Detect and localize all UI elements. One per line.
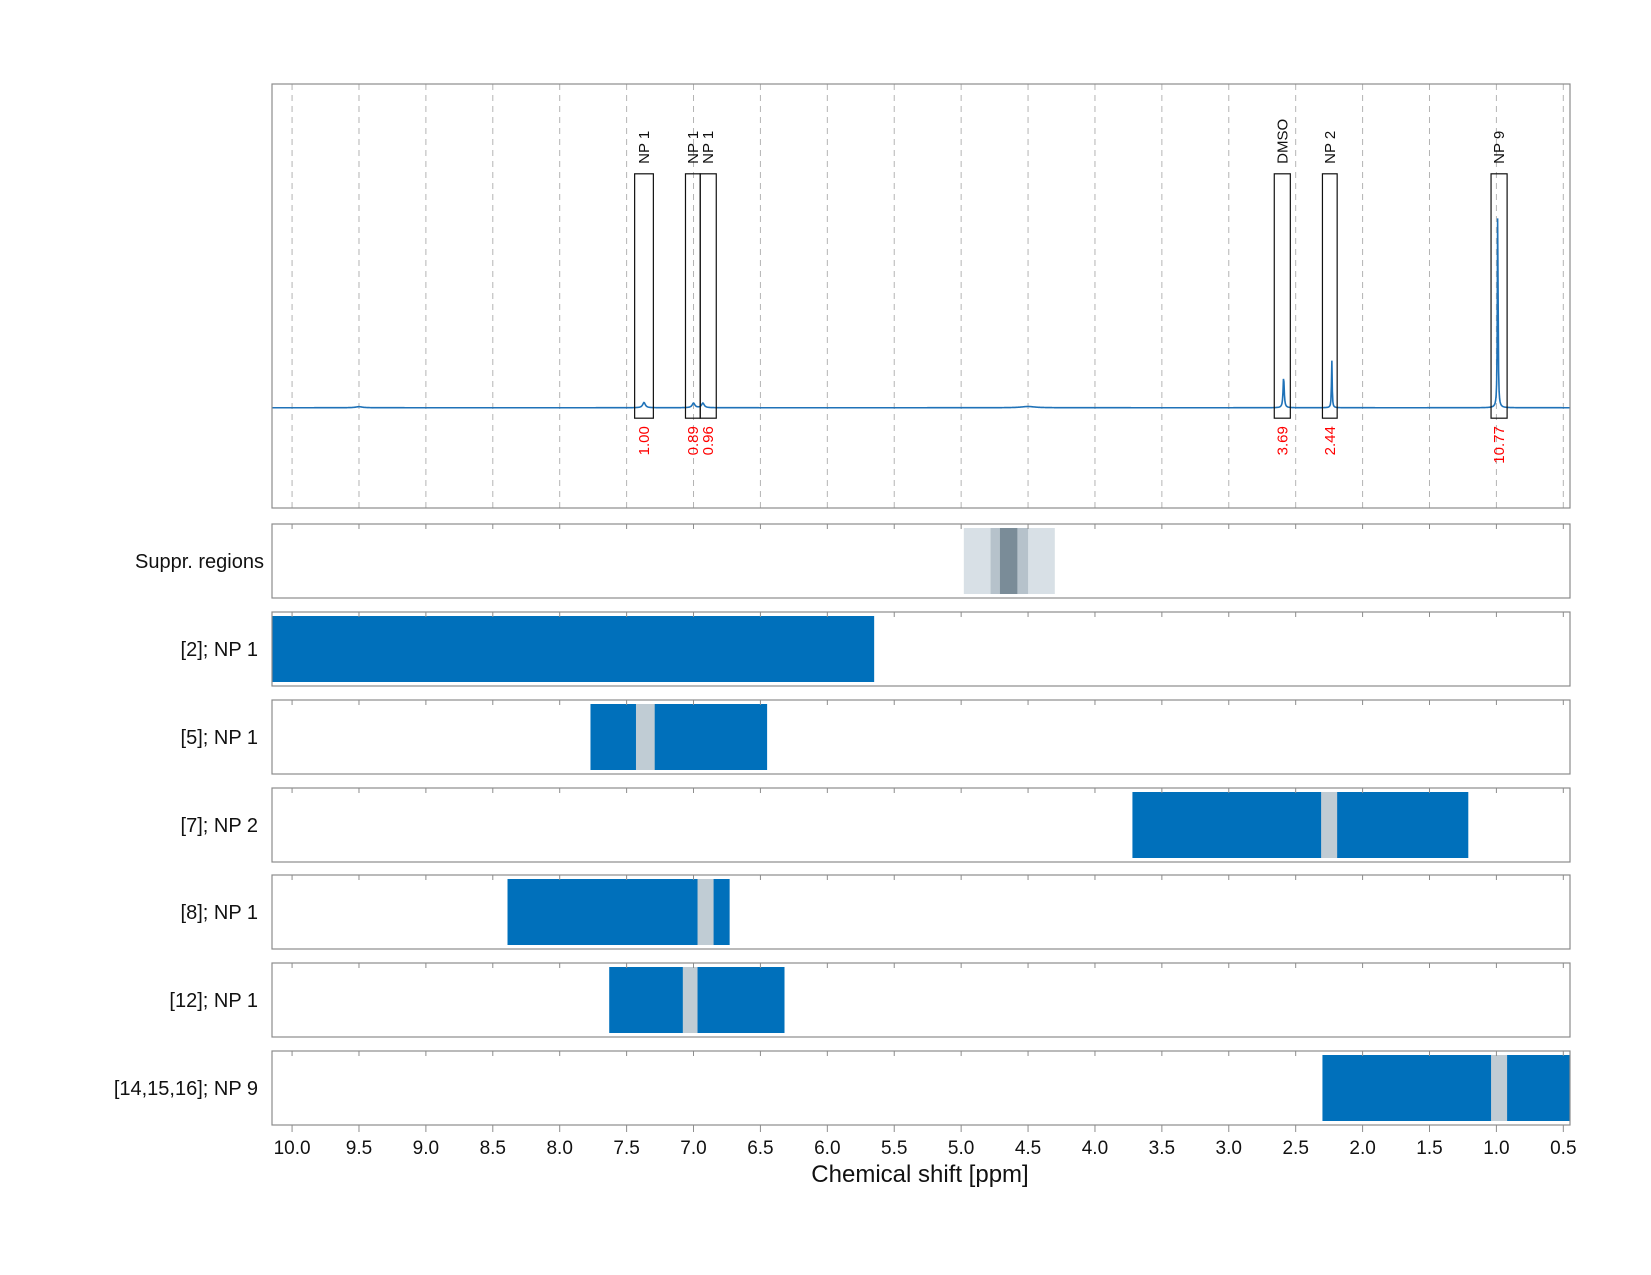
excluded-region xyxy=(1491,1055,1508,1121)
region-row-label: [12]; NP 1 xyxy=(169,990,258,1012)
x-tick-label: 0.5 xyxy=(1550,1138,1576,1159)
annotation-box xyxy=(699,173,717,419)
region-bar xyxy=(1132,792,1469,858)
excluded-region xyxy=(1321,792,1338,858)
integral-label: 3.69 xyxy=(1274,426,1291,455)
peak-label: NP 1 xyxy=(685,131,702,164)
suppressed-panel-frame xyxy=(271,523,1571,599)
label-layer: Suppr. regions [2]; NP 1 [5]; NP 1 [7]; NP … xyxy=(114,551,264,1100)
x-tick-label: 7.5 xyxy=(613,1138,639,1159)
region-row-frame xyxy=(271,611,1571,687)
region-row-label: [7]; NP 2 xyxy=(181,815,258,837)
spectrum-line xyxy=(272,218,1570,409)
x-tick-label: 1.0 xyxy=(1483,1138,1509,1159)
annotation-box xyxy=(684,173,701,419)
x-tick-label: 8.5 xyxy=(480,1138,506,1159)
peak-label: NP 9 xyxy=(1491,131,1508,164)
region-bar xyxy=(1322,1055,1570,1121)
excluded-region xyxy=(682,967,698,1033)
x-tick-label: 7.0 xyxy=(680,1138,706,1159)
region-row-frame xyxy=(271,962,1571,1038)
grid-layer xyxy=(291,84,1564,508)
x-tick-label: 1.5 xyxy=(1416,1138,1442,1159)
x-tick-label: 2.5 xyxy=(1282,1138,1308,1159)
x-tick-label: 5.5 xyxy=(881,1138,907,1159)
x-tick-label: 5.0 xyxy=(948,1138,974,1159)
peak-label: NP 2 xyxy=(1322,131,1339,164)
peak-label: NP 1 xyxy=(636,131,653,164)
spectrum-panel-frame xyxy=(271,83,1571,509)
excluded-region xyxy=(635,704,655,770)
region-row-frame xyxy=(271,699,1571,775)
x-tick-label: 3.5 xyxy=(1149,1138,1175,1159)
x-tick-label: 10.0 xyxy=(274,1138,311,1159)
panel-frames-layer xyxy=(271,83,1571,1126)
x-tick-label: 8.0 xyxy=(546,1138,572,1159)
integral-label: 0.89 xyxy=(685,426,702,455)
annotation-box xyxy=(1490,173,1508,419)
region-row-frame xyxy=(271,787,1571,863)
annotation-box xyxy=(634,173,654,419)
integral-label: 2.44 xyxy=(1322,426,1339,455)
x-tick-label: 9.5 xyxy=(346,1138,372,1159)
peak-label: NP 1 xyxy=(700,131,717,164)
peak-label: DMSO xyxy=(1274,119,1291,164)
annotation-layer: NP 1 1.00 NP 1 0.89 NP 1 0.96 DMSO 3.69 NP 2 2.44… xyxy=(634,119,1508,464)
region-row-frame xyxy=(271,874,1571,950)
region-fills-layer xyxy=(272,528,1570,1121)
region-row-label: [14,15,16]; NP 9 xyxy=(114,1078,258,1100)
x-tick-label: 3.0 xyxy=(1216,1138,1242,1159)
x-tick-label: 6.0 xyxy=(814,1138,840,1159)
excluded-region xyxy=(697,879,714,945)
spectrum-layer xyxy=(272,218,1570,409)
region-bar xyxy=(272,616,875,682)
x-tick-label: 9.0 xyxy=(413,1138,439,1159)
integral-label: 1.00 xyxy=(636,426,653,455)
region-bar xyxy=(590,704,768,770)
annotation-box xyxy=(1321,173,1338,419)
region-bar xyxy=(507,879,730,945)
x-tick-label: 4.0 xyxy=(1082,1138,1108,1159)
integral-label: 10.77 xyxy=(1491,426,1508,464)
annotation-box xyxy=(1273,173,1291,419)
suppressed-row-label: Suppr. regions xyxy=(135,551,264,573)
region-row-frame xyxy=(271,1050,1571,1126)
x-tick-label: 6.5 xyxy=(747,1138,773,1159)
integral-label: 0.96 xyxy=(700,426,717,455)
suppressed-region xyxy=(999,528,1018,594)
region-row-label: [8]; NP 1 xyxy=(181,902,258,924)
x-tick-label: 4.5 xyxy=(1015,1138,1041,1159)
tick-layer: 10.0 9.5 9.0 8.5 8.0 7.5 7.0 6.5 6.0 5.5 5.0 4.5 4.0… xyxy=(274,524,1577,1159)
x-axis-title: Chemical shift [ppm] xyxy=(811,1161,1028,1188)
region-row-label: [2]; NP 1 xyxy=(181,639,258,661)
x-tick-label: 2.0 xyxy=(1349,1138,1375,1159)
region-row-label: [5]; NP 1 xyxy=(181,727,258,749)
